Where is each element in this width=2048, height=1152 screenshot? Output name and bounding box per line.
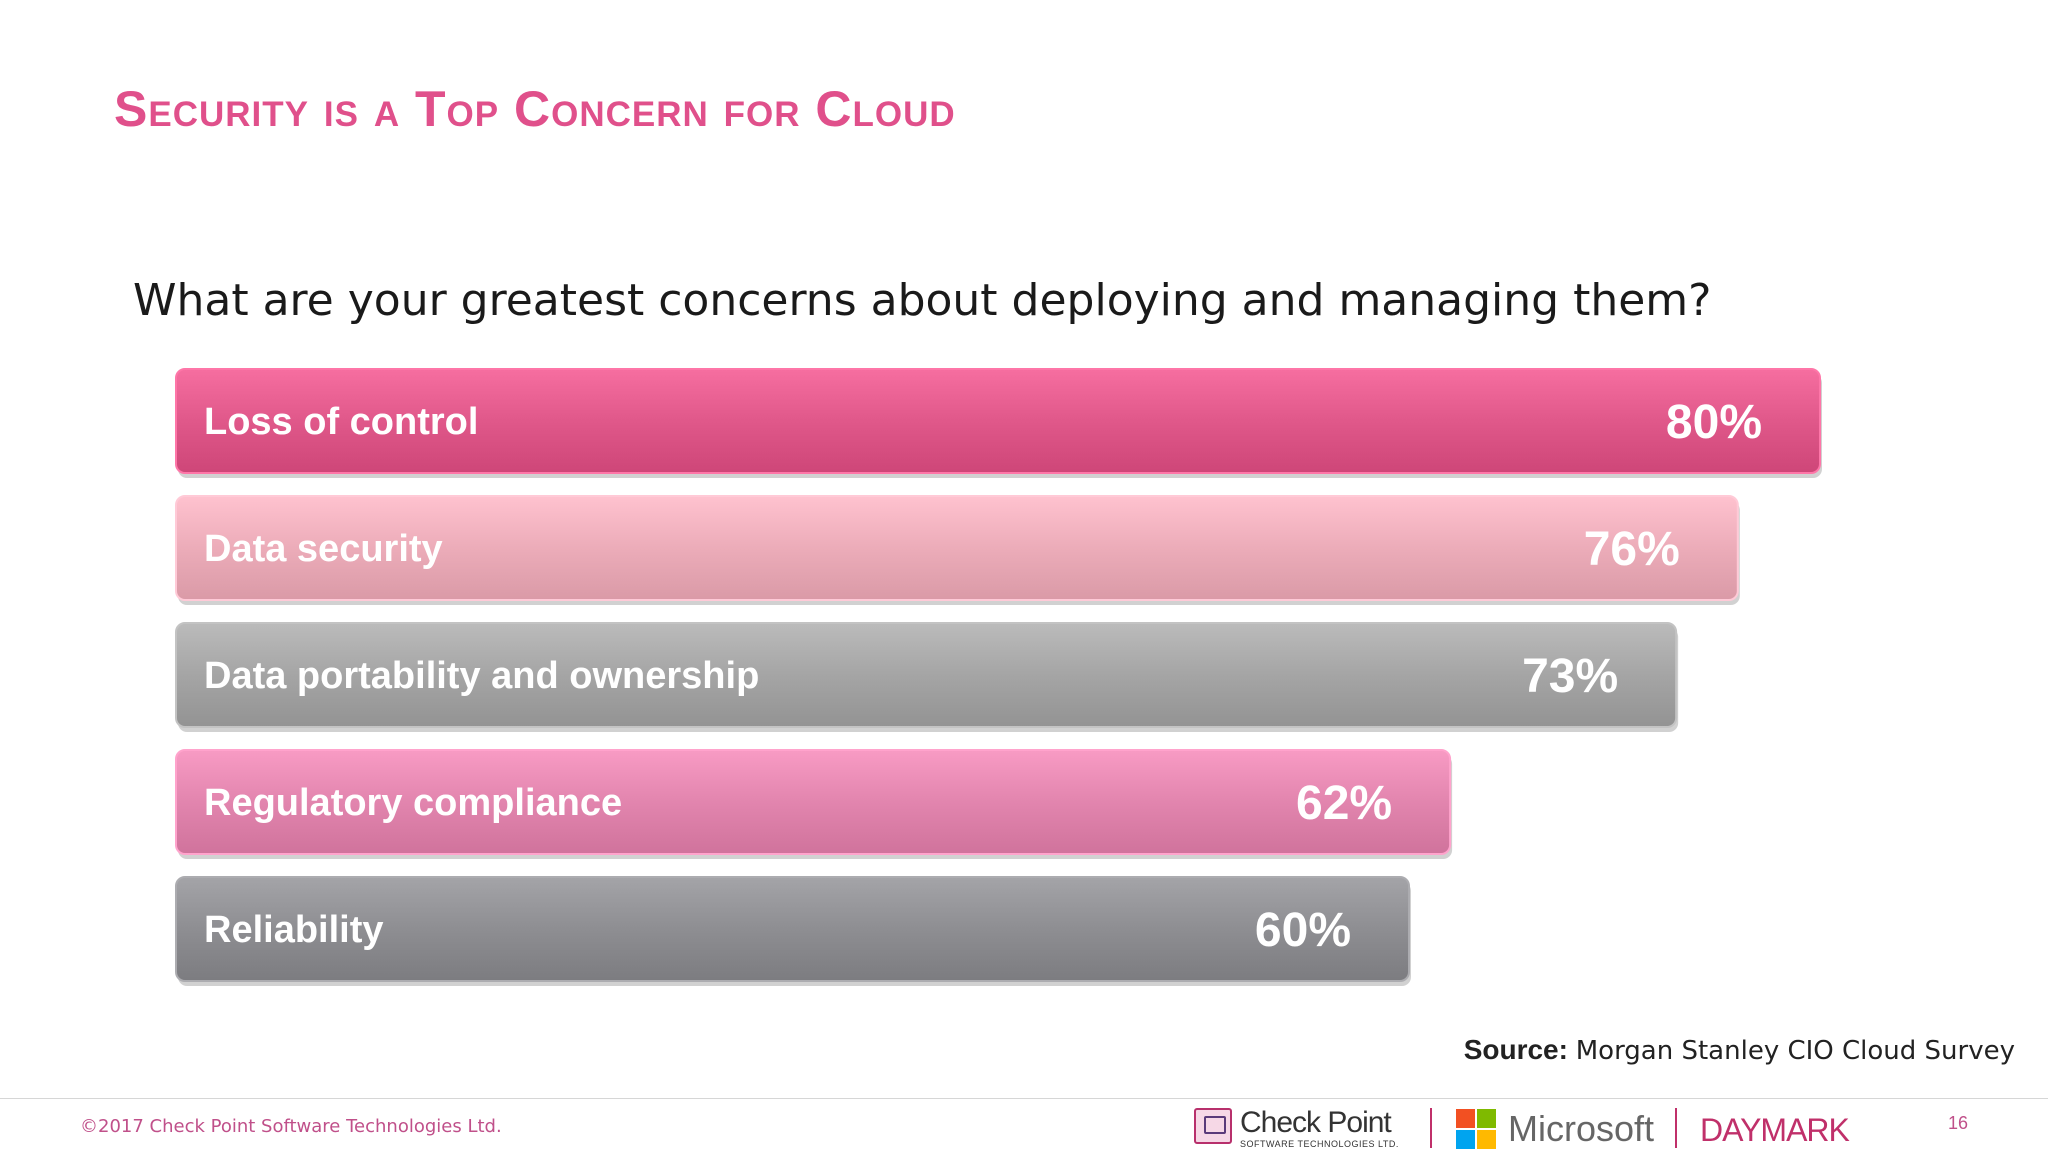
checkpoint-icon: [1194, 1108, 1232, 1144]
source-citation: Source: Morgan Stanley CIO Cloud Survey: [1464, 1034, 2015, 1066]
checkpoint-subtitle: SOFTWARE TECHNOLOGIES LTD.: [1240, 1139, 1399, 1149]
logo-separator: [1675, 1108, 1677, 1148]
bar-category-label: Data security: [204, 528, 443, 570]
bar-category-label: Reliability: [204, 909, 384, 951]
source-value: Morgan Stanley CIO Cloud Survey: [1575, 1036, 2015, 1066]
checkpoint-logo: Check Point SOFTWARE TECHNOLOGIES LTD.: [1194, 1108, 1399, 1149]
bar-value-label: 62%: [1296, 777, 1392, 830]
bar-group: Data portability and ownership 73%: [175, 622, 1679, 732]
microsoft-grid-icon: [1456, 1109, 1496, 1149]
bar-value-label: 80%: [1666, 396, 1762, 449]
bar: [175, 622, 1678, 728]
source-key: Source:: [1463, 1034, 1568, 1065]
bar-category-label: Regulatory compliance: [204, 782, 622, 824]
bar: [175, 749, 1452, 855]
bar-value-label: 60%: [1255, 904, 1351, 957]
bar-group: Regulatory compliance 62%: [175, 749, 1453, 859]
bar: [175, 368, 1821, 474]
daymark-logo: DAYMARK: [1700, 1112, 1850, 1149]
bar-value-label: 76%: [1584, 523, 1680, 576]
page-number: 16: [1948, 1113, 1969, 1133]
daymark-name: DAYMARK: [1700, 1112, 1850, 1148]
microsoft-name: Microsoft: [1508, 1108, 1655, 1149]
checkpoint-name: Check Point: [1240, 1106, 1392, 1139]
logo-separator: [1430, 1108, 1432, 1148]
bar-category-label: Loss of control: [204, 401, 478, 443]
microsoft-logo: Microsoft: [1456, 1108, 1654, 1150]
bar-value-label: 73%: [1522, 650, 1618, 703]
bar: [175, 495, 1739, 601]
survey-question: What are your greatest concerns about de…: [133, 275, 1712, 326]
bar: [175, 876, 1410, 982]
slide-title: Security is a Top Concern for Cloud: [114, 81, 956, 137]
bar-group: Loss of control 80%: [175, 368, 1822, 478]
copyright-notice: ©2017 Check Point Software Technologies …: [80, 1116, 502, 1137]
footer-divider: [0, 1098, 2048, 1099]
bar-category-label: Data portability and ownership: [204, 655, 759, 697]
partner-logos: Check Point SOFTWARE TECHNOLOGIES LTD. M…: [1190, 1102, 1870, 1152]
bar-group: Data security 76%: [175, 495, 1740, 605]
bar-group: Reliability 60%: [175, 876, 1411, 986]
